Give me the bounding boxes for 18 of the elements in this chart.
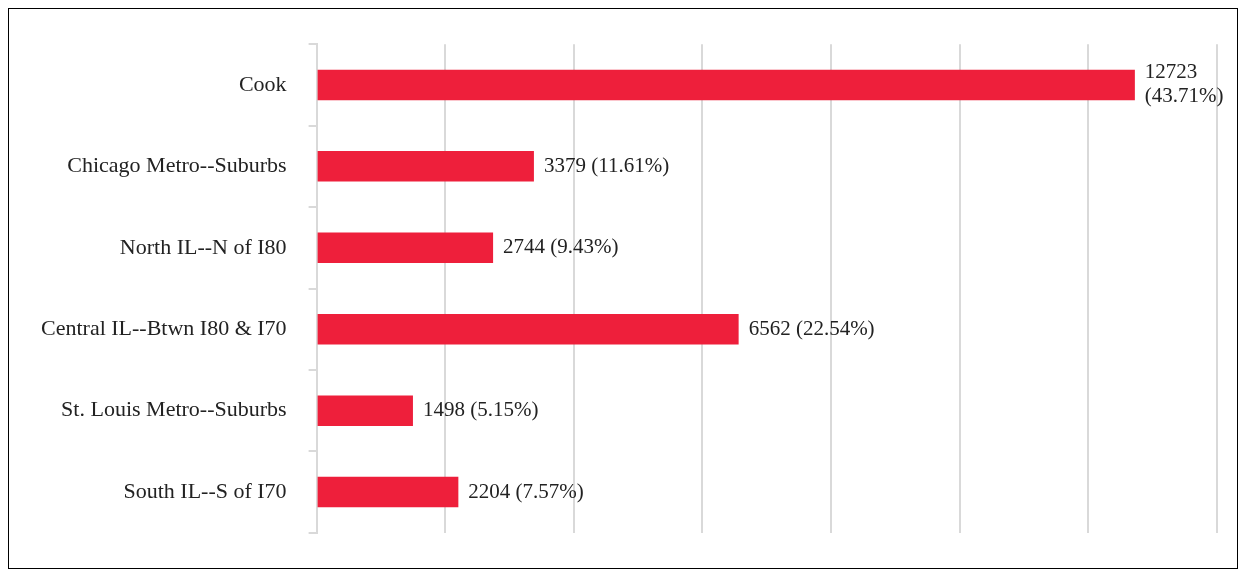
data-label: 1498 (5.15%)	[422, 397, 539, 422]
y-tick-label: South IL--S of I70	[123, 477, 287, 503]
data-label: 12723 (43.71%)	[1144, 59, 1224, 108]
bar	[317, 232, 494, 264]
bar	[317, 476, 459, 508]
bar	[317, 69, 1135, 101]
y-tick-label: Cook	[238, 70, 287, 96]
bar	[317, 313, 739, 345]
bar	[317, 395, 413, 426]
y-tick-label: North IL--N of I80	[119, 233, 287, 259]
data-label: 2744 (9.43%)	[503, 234, 619, 259]
y-tick-label: Chicago Metro--Suburbs	[67, 152, 287, 178]
data-label: 3379 (11.61%)	[543, 152, 670, 177]
y-tick-label: Central IL--Btwn I80 & I70	[41, 315, 287, 340]
data-label: 6562 (22.54%)	[748, 315, 875, 340]
y-tick-label: St. Louis Metro--Suburbs	[61, 396, 287, 422]
bar	[317, 151, 534, 182]
data-label: 2204 (7.57%)	[468, 478, 584, 503]
